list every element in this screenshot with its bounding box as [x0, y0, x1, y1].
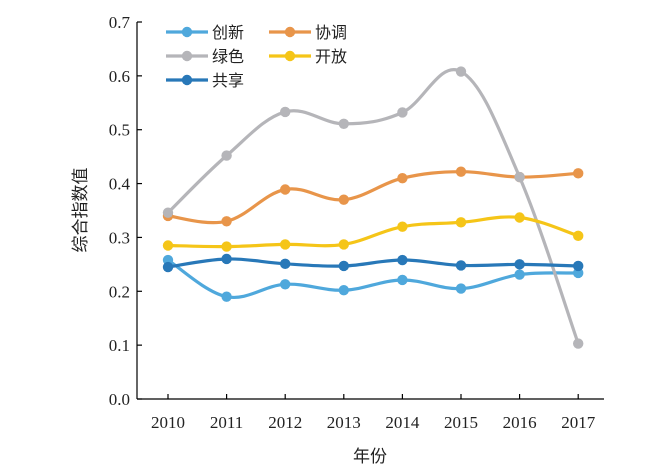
data-point	[455, 260, 467, 271]
data-point	[514, 259, 525, 270]
series-line	[166, 170, 580, 225]
data-point	[280, 106, 291, 118]
y-tick-label: 0.4	[109, 175, 131, 194]
y-tick-label: 0.7	[109, 13, 131, 32]
data-point	[397, 107, 408, 118]
data-point	[221, 241, 232, 252]
series-line	[166, 67, 580, 346]
data-point	[221, 150, 232, 161]
legend-item: 创新	[166, 23, 244, 42]
legend-item: 开放	[269, 47, 347, 66]
data-point	[573, 338, 584, 349]
series-5	[162, 253, 584, 273]
data-point	[280, 184, 291, 195]
data-point	[397, 274, 408, 286]
data-point	[573, 230, 584, 242]
legend-label: 共享	[212, 71, 244, 90]
x-tick-label: 2012	[268, 413, 302, 432]
data-point	[514, 212, 525, 223]
legend-swatch-marker	[181, 50, 193, 62]
data-point	[455, 166, 467, 177]
series-layer	[162, 66, 584, 349]
data-point	[338, 285, 349, 296]
data-point	[338, 239, 349, 250]
data-point	[280, 258, 291, 270]
x-tick-label: 2013	[327, 413, 361, 432]
axes	[136, 22, 604, 400]
data-point	[162, 240, 174, 251]
legend-item: 共享	[166, 71, 244, 90]
legend-swatch-marker	[181, 26, 193, 38]
y-tick-label: 0.0	[109, 390, 130, 409]
legend-label: 绿色	[212, 47, 244, 66]
data-point	[397, 172, 408, 184]
data-point	[514, 269, 525, 280]
legend-item: 绿色	[166, 47, 244, 66]
x-tick-label: 2014	[385, 413, 420, 432]
legend-swatch-marker	[181, 74, 193, 86]
legend-swatch-marker	[284, 26, 296, 38]
y-tick-label: 0.6	[109, 67, 130, 86]
legend-label: 协调	[315, 23, 347, 42]
data-point	[455, 283, 467, 294]
y-ticks: 0.0 0.1 0.2 0.3 0.4 0.5 0.6 0.7	[109, 13, 142, 409]
data-point	[573, 260, 584, 272]
legend-swatch-marker	[284, 50, 296, 62]
x-axis-title: 年份	[353, 447, 387, 467]
x-tick-label: 2011	[210, 413, 243, 432]
data-point	[221, 216, 232, 227]
legend-label: 创新	[212, 23, 244, 42]
x-tick-label: 2010	[151, 413, 185, 432]
x-ticks: 2010 2011 2012 2013 2014 2015 2016 2017	[151, 394, 596, 432]
x-tick-label: 2016	[503, 413, 537, 432]
data-point	[221, 291, 232, 302]
x-tick-label: 2015	[444, 413, 478, 432]
data-point	[514, 171, 525, 183]
data-point	[338, 194, 349, 205]
data-point	[221, 253, 232, 265]
y-tick-label: 0.5	[109, 121, 130, 140]
series-4	[162, 212, 584, 252]
y-tick-label: 0.3	[109, 228, 130, 247]
data-point	[162, 207, 174, 218]
legend-item: 协调	[269, 23, 347, 42]
data-point	[455, 66, 467, 77]
x-tick-label: 2017	[561, 413, 596, 432]
data-point	[455, 217, 467, 228]
data-point	[397, 221, 408, 232]
data-point	[280, 279, 291, 290]
y-tick-label: 0.2	[109, 282, 130, 301]
data-point	[338, 260, 349, 272]
y-tick-label: 0.1	[109, 336, 130, 355]
series-3	[162, 66, 584, 349]
y-axis-title: 综合指数值	[71, 168, 91, 253]
data-point	[338, 118, 349, 129]
data-point	[573, 168, 584, 179]
data-point	[397, 254, 408, 266]
legend-label: 开放	[315, 47, 347, 66]
data-point	[280, 239, 291, 250]
data-point	[162, 261, 174, 273]
